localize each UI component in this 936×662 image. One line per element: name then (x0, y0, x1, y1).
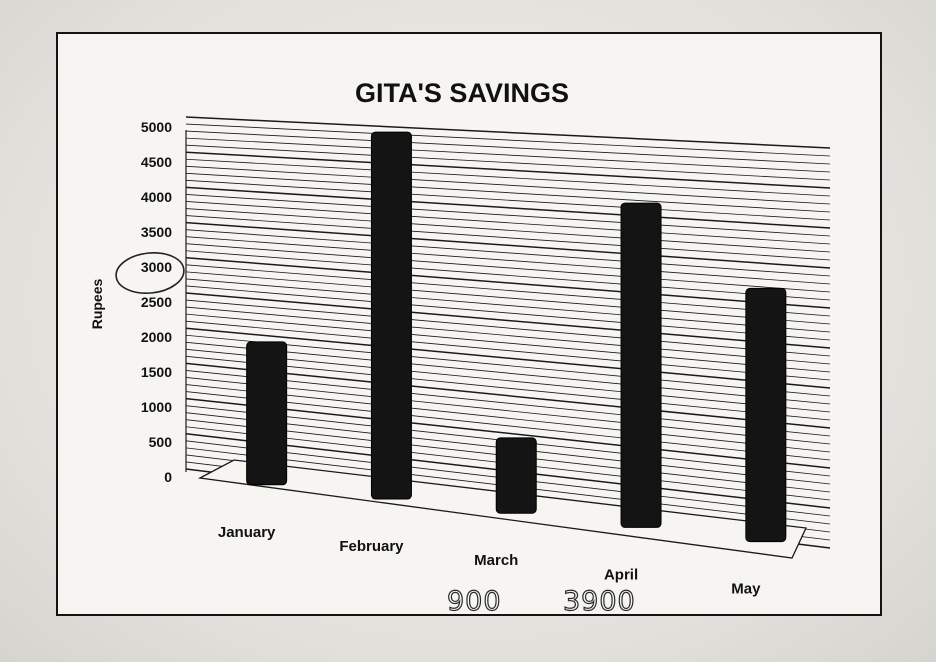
y-tick-label: 3000 (141, 259, 172, 275)
y-tick-label: 1500 (141, 364, 172, 380)
minor-gridline (185, 278, 831, 333)
major-gridline (185, 327, 831, 389)
x-category-label: April (604, 566, 638, 583)
minor-gridline (185, 215, 831, 261)
minor-gridline (185, 172, 831, 213)
minor-gridline (185, 130, 831, 165)
y-axis-label: Rupees (89, 279, 105, 330)
major-gridline (185, 221, 831, 269)
minor-gridline (185, 158, 831, 197)
minor-gridline (185, 285, 831, 341)
minor-gridline (185, 165, 831, 205)
minor-gridline (185, 179, 831, 221)
y-tick-label: 3500 (141, 224, 172, 240)
major-gridline (185, 292, 831, 349)
minor-gridline (185, 341, 831, 405)
handwritten-march: 900 (447, 586, 502, 617)
minor-gridline (185, 250, 831, 301)
minor-gridline (185, 123, 831, 157)
minor-gridline (185, 313, 831, 373)
bar-february (370, 131, 412, 500)
y-tick-label: 4000 (141, 189, 172, 205)
bar-march (495, 437, 537, 514)
y-tick-label: 4500 (141, 154, 172, 170)
minor-gridline (185, 320, 831, 381)
bar-january (246, 341, 288, 486)
major-gridline (185, 397, 831, 469)
minor-gridline (185, 377, 831, 445)
minor-gridline (185, 271, 831, 325)
x-category-label: March (474, 552, 518, 569)
minor-gridline (185, 334, 831, 397)
y-tick-label: 2500 (141, 294, 172, 310)
minor-gridline (185, 144, 831, 181)
minor-gridline (185, 243, 831, 293)
major-gridline (185, 116, 831, 149)
minor-gridline (185, 208, 831, 253)
x-category-label: May (731, 581, 761, 598)
minor-gridline (185, 370, 831, 437)
x-axis-categories: January February March April May (218, 524, 761, 598)
minor-gridline (185, 384, 831, 453)
y-tick-label: 5000 (141, 119, 172, 135)
bar-april (620, 202, 662, 528)
major-gridline (185, 151, 831, 189)
x-category-label: February (339, 538, 404, 555)
handwritten-april: 3900 (563, 586, 636, 617)
y-tick-label: 0 (164, 469, 172, 485)
minor-gridline (185, 137, 831, 173)
major-gridline (185, 186, 831, 229)
minor-gridline (185, 201, 831, 245)
minor-gridline (185, 299, 831, 357)
bar-may (745, 287, 787, 543)
bars (246, 131, 787, 543)
y-tick-label: 1000 (141, 399, 172, 415)
y-axis-ticks: 0 500 1000 1500 2000 2500 3000 3500 4000 4500 5000 (141, 119, 172, 485)
minor-gridline (185, 264, 831, 317)
major-gridline (185, 362, 831, 429)
chart-title: GITA'S SAVINGS (355, 78, 569, 108)
minor-gridline (185, 194, 831, 237)
minor-gridline (185, 355, 831, 421)
minor-gridline (185, 348, 831, 413)
minor-gridline (185, 391, 831, 461)
chart-frame (56, 32, 882, 616)
minor-gridline (185, 236, 831, 285)
minor-gridline (185, 306, 831, 365)
major-gridline (185, 257, 831, 309)
circled-tick-annotation (115, 251, 185, 295)
y-tick-label: 2000 (141, 329, 172, 345)
x-category-label: January (218, 524, 276, 541)
minor-gridline (185, 229, 831, 277)
y-tick-label: 500 (149, 434, 173, 450)
